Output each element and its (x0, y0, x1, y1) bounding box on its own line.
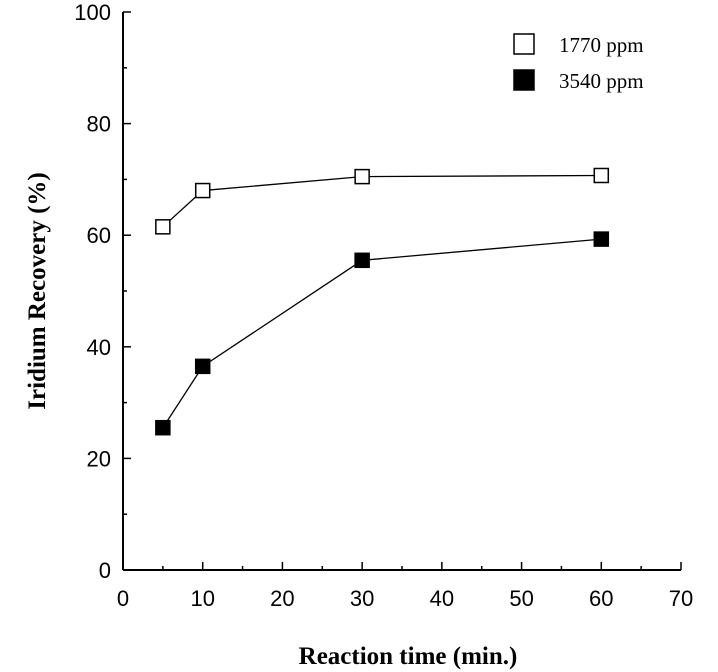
x-tick-label: 0 (117, 586, 129, 611)
series-lines (162, 174, 602, 429)
y-tick-label: 40 (87, 335, 111, 360)
data-point-1-1 (194, 358, 211, 375)
legend-marker-1770 (513, 33, 535, 55)
ticks: 0 10 20 30 40 50 60 70 0 20 40 60 80 100 (74, 0, 693, 611)
series-line-1 (162, 238, 602, 429)
y-tick-label: 100 (74, 0, 111, 25)
y-tick-label: 60 (87, 223, 111, 248)
legend-label-1770: 1770 ppm (559, 33, 644, 57)
data-point-1-3 (593, 231, 610, 247)
data-point-0-0 (155, 219, 171, 235)
x-tick-label: 10 (190, 586, 214, 611)
series-line-0 (162, 174, 602, 228)
y-tick-label: 80 (87, 112, 111, 137)
y-tick-label: 20 (87, 446, 111, 471)
x-tick-label: 20 (270, 586, 294, 611)
x-tick-label: 70 (669, 586, 693, 611)
data-point-0-1 (194, 182, 211, 199)
x-tick-label: 30 (350, 586, 374, 611)
x-tick-label: 60 (589, 586, 613, 611)
x-tick-label: 40 (430, 586, 454, 611)
data-point-0-3 (593, 167, 610, 184)
data-point-0-2 (354, 168, 370, 185)
x-tick-label: 50 (509, 586, 533, 611)
x-axis-title: Reaction time (min.) (299, 643, 518, 670)
data-markers (155, 167, 610, 436)
data-point-1-0 (155, 419, 171, 436)
legend-label-3540: 3540 ppm (559, 69, 644, 93)
data-point-1-2 (354, 252, 370, 269)
legend: 1770 ppm 3540 ppm (513, 33, 644, 93)
y-axis-title: Iridium Recovery (%) (24, 172, 51, 409)
y-tick-label: 0 (99, 558, 111, 583)
axes (122, 12, 681, 571)
legend-marker-3540 (513, 69, 535, 91)
